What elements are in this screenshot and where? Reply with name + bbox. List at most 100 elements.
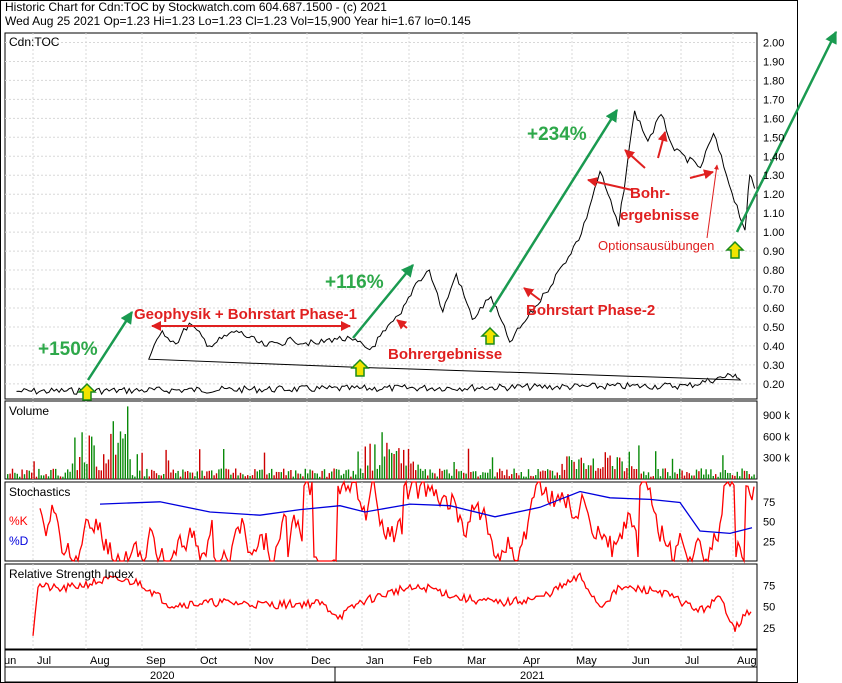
- volume-bar: [367, 465, 369, 479]
- volume-bar: [638, 445, 640, 479]
- volume-bar: [535, 475, 537, 479]
- volume-bar: [287, 471, 290, 479]
- volume-bar: [669, 475, 671, 479]
- trend-arrow-3: [488, 108, 619, 313]
- volume-bar: [674, 472, 676, 479]
- volume-bar: [705, 469, 707, 479]
- volume-bar: [659, 476, 662, 479]
- volume-bar: [592, 458, 594, 479]
- volume-bar: [47, 476, 50, 479]
- volume-bar: [655, 451, 657, 479]
- volume-bar: [657, 469, 659, 479]
- volume-bar: [271, 468, 273, 479]
- volume-bar: [645, 475, 647, 479]
- volume-bar: [355, 474, 357, 479]
- volume-bar: [686, 472, 688, 479]
- stoch-k-line: [39, 479, 755, 564]
- volume-bar: [290, 470, 292, 479]
- volume-bar: [374, 444, 376, 479]
- year-label: 2021: [520, 670, 544, 682]
- volume-bar: [717, 476, 719, 479]
- volume-bar: [191, 472, 194, 479]
- price-tick-label: 0.50: [763, 322, 784, 334]
- volume-bar: [465, 473, 467, 479]
- volume-bar: [57, 475, 59, 479]
- volume-bar: [131, 475, 134, 479]
- volume-bar: [343, 473, 345, 479]
- volume-bar: [119, 431, 122, 479]
- volume-bar: [503, 475, 506, 479]
- volume-bar: [453, 462, 455, 479]
- volume-bar: [523, 476, 525, 479]
- volume-bar: [23, 474, 26, 479]
- volume-bar: [170, 472, 172, 479]
- volume-bar: [381, 432, 383, 479]
- price-tick-label: 0.20: [763, 379, 784, 391]
- volume-bar: [410, 463, 412, 479]
- volume-bar: [556, 472, 558, 479]
- volume-bar: [251, 475, 254, 479]
- volume-bar: [547, 469, 549, 479]
- volume-bar: [602, 467, 604, 479]
- volume-bar: [727, 472, 729, 479]
- volume-bar: [35, 476, 38, 479]
- bohrstart-phase2-label: Bohrstart Phase-2: [526, 302, 655, 319]
- volume-bar: [311, 470, 314, 479]
- pct-150-label: +150%: [38, 339, 98, 360]
- volume-bar: [643, 471, 645, 479]
- volume-bar: [707, 474, 710, 479]
- volume-bar: [539, 471, 542, 479]
- volume-bar: [211, 470, 213, 479]
- volume-bar: [345, 470, 347, 479]
- volume-bar: [667, 472, 669, 479]
- volume-bar: [230, 474, 232, 479]
- volume-bar: [146, 468, 148, 479]
- price-tick-label: 1.10: [763, 208, 784, 220]
- price-line: [16, 110, 756, 396]
- volume-bar: [38, 468, 40, 479]
- volume-bar: [81, 432, 83, 479]
- volume-bar: [647, 472, 650, 479]
- volume-bar: [215, 473, 218, 479]
- volume-bar: [177, 470, 179, 479]
- stoch-tick-label: 25: [763, 536, 775, 548]
- volume-bar: [239, 472, 242, 479]
- volume-bar: [671, 458, 674, 479]
- volume-bar: [580, 457, 582, 479]
- volume-bar: [751, 476, 753, 479]
- volume-bar: [134, 476, 136, 479]
- volume-bar: [559, 475, 561, 479]
- volume-bar: [496, 472, 498, 479]
- volume-bar: [359, 468, 362, 479]
- panel-frame-rsi: [4, 563, 758, 650]
- volume-bar: [626, 468, 628, 479]
- volume-bar: [472, 471, 474, 479]
- price-tick-label: 2.00: [763, 37, 784, 49]
- volume-bar: [225, 468, 227, 479]
- volume-bar: [662, 468, 664, 479]
- volume-bar: [563, 469, 566, 479]
- volume-bar: [213, 475, 215, 479]
- volume-bar: [386, 442, 388, 479]
- month-label: Feb: [413, 655, 432, 667]
- chart-header-line2: Wed Aug 25 2021 Op=1.23 Hi=1.23 Lo=1.23 …: [5, 14, 471, 28]
- volume-bar: [206, 471, 208, 479]
- volume-bar: [597, 468, 599, 479]
- bohr-arrow-1: [587, 177, 633, 191]
- volume-bar: [172, 469, 174, 479]
- rsi-tick-label: 50: [763, 602, 775, 614]
- volume-bar: [55, 468, 57, 479]
- volume-bar: [578, 459, 580, 479]
- month-label: Dec: [311, 655, 331, 667]
- volume-bar: [11, 468, 14, 479]
- volume-bar: [74, 437, 76, 479]
- price-tick-label: 0.80: [763, 265, 784, 277]
- volume-bar: [268, 473, 270, 479]
- volume-bar: [201, 470, 203, 479]
- price-tick-label: 1.70: [763, 94, 784, 106]
- stoch-d-line: [99, 490, 753, 535]
- volume-bar: [297, 473, 299, 479]
- volume-bar: [515, 473, 518, 479]
- volume-bar: [357, 451, 359, 479]
- volume-bar: [254, 469, 256, 479]
